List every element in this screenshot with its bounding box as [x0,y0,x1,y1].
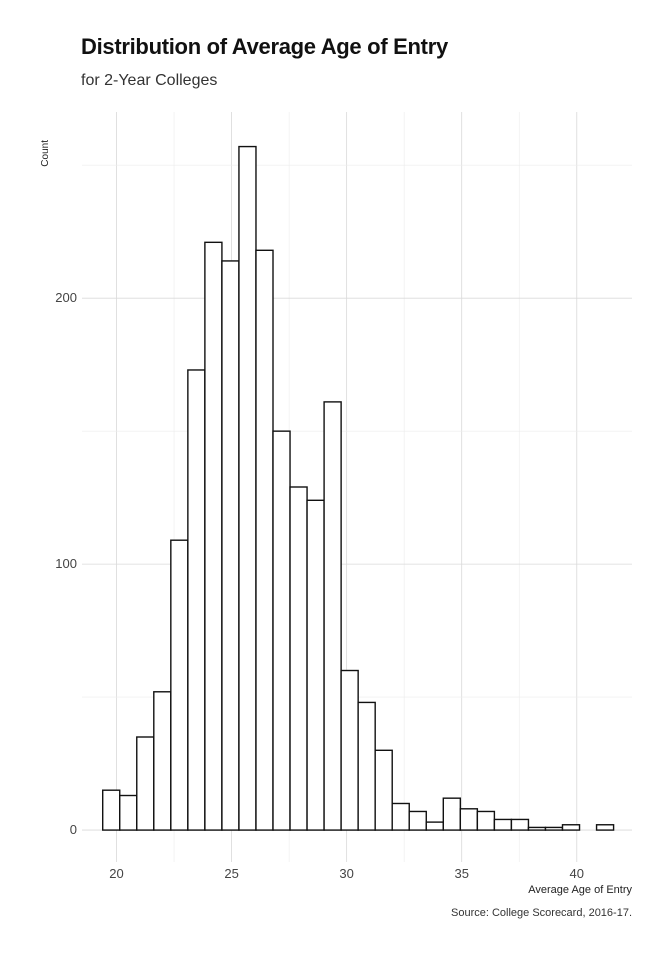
histogram-bar [544,826,564,831]
histogram-bar [527,826,547,831]
histogram-bar [102,789,121,831]
histogram-bar [391,802,410,831]
histogram-bar [119,794,138,831]
histogram-bar [408,810,427,831]
histogram-bar [357,701,376,831]
x-tick-label: 40 [570,866,584,881]
histogram-bar [323,401,342,831]
histogram-bar [510,818,530,831]
chart-title: Distribution of Average Age of Entry [81,34,448,59]
histogram-bar [374,749,393,831]
histogram-bar [136,736,155,831]
histogram-bar [595,824,615,831]
histogram-bar [170,539,189,831]
histogram-bar [442,797,462,831]
histogram-bar [561,824,581,831]
tick-labels: 20 25 30 35 40 0 100 200 [55,290,584,881]
histogram-bar [255,249,274,831]
chart-subtitle: for 2-Year Colleges [81,72,218,89]
histogram-bar [306,499,325,831]
histogram-bar [340,669,359,831]
y-tick-label: 200 [55,290,77,305]
x-tick-label: 35 [454,866,468,881]
histogram-bar [187,369,206,831]
histogram-bar [221,260,240,831]
histogram-bar [289,486,308,831]
y-tick-label: 100 [55,556,77,571]
x-tick-label: 20 [109,866,123,881]
histogram-bar [493,818,513,831]
x-tick-label: 25 [224,866,238,881]
histogram-bar [476,810,496,831]
histogram-bar [425,821,444,831]
histogram-bar [459,808,479,831]
histogram-bars [102,145,615,831]
x-axis-label: Average Age of Entry [528,884,632,896]
y-axis-label: Count [40,140,51,167]
histogram-bar [272,430,291,831]
x-tick-label: 30 [339,866,353,881]
chart-caption: Source: College Scorecard, 2016-17. [451,907,632,919]
histogram-bar [238,145,257,831]
y-tick-label: 0 [70,822,77,837]
histogram-bar [204,241,223,831]
histogram-bar [153,691,172,831]
